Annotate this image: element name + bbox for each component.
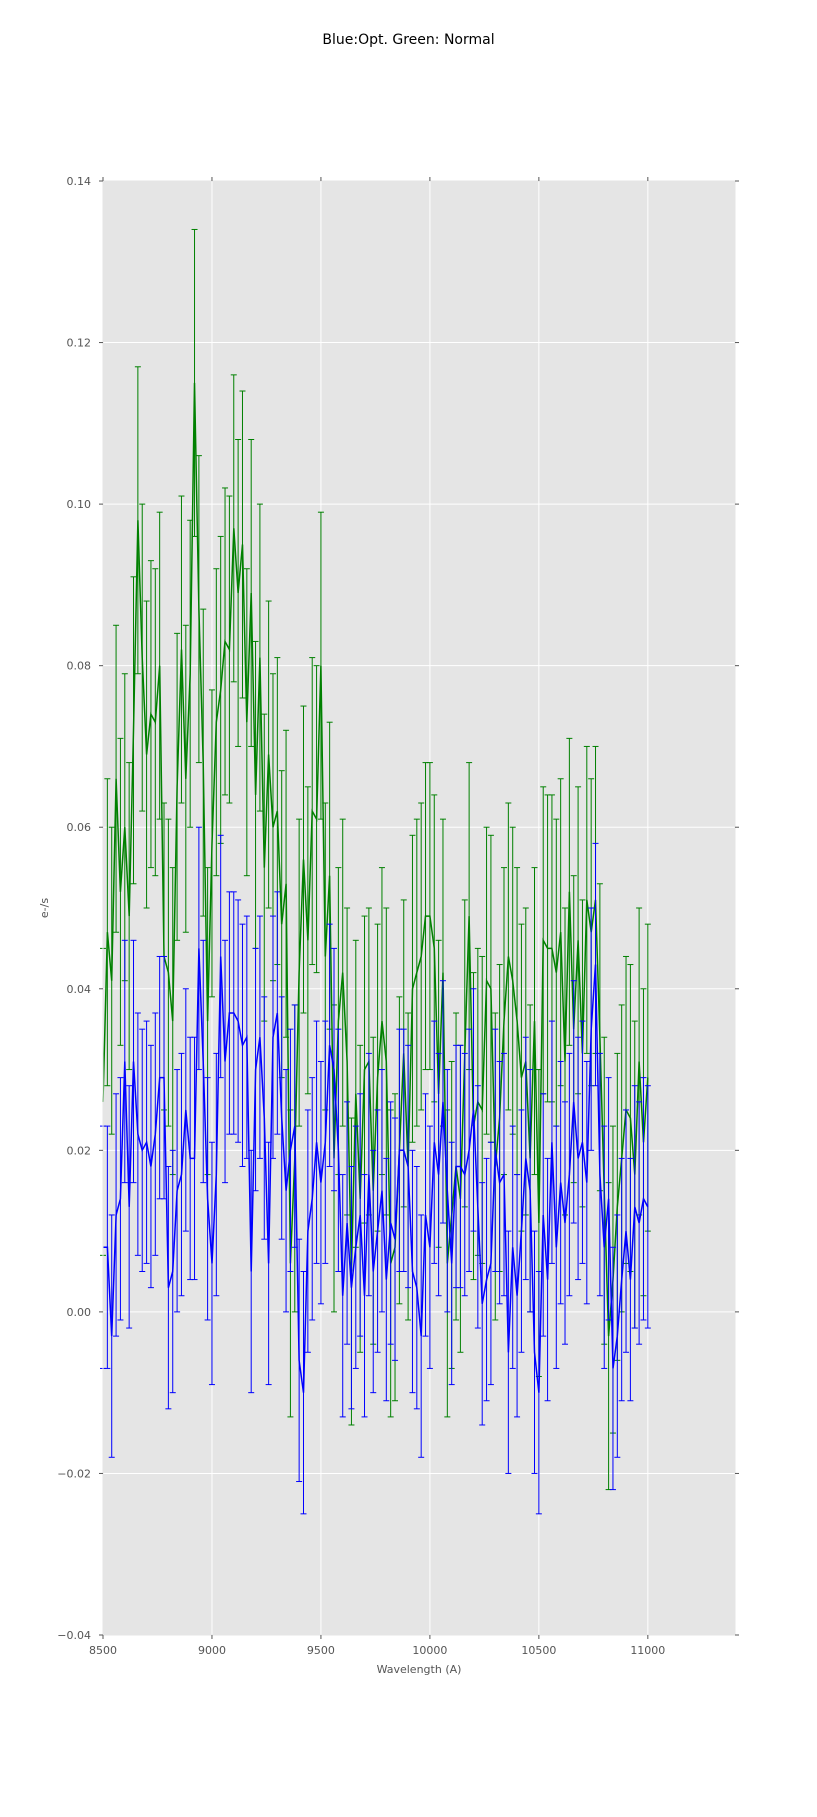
chart-title: Blue:Opt. Green: Normal bbox=[322, 32, 495, 48]
y-tick-label: 0.06 bbox=[67, 821, 92, 834]
y-tick-label: −0.04 bbox=[57, 1629, 91, 1642]
series-1 bbox=[100, 826, 651, 1515]
x-tick-label: 9000 bbox=[198, 1644, 226, 1657]
plot-area bbox=[103, 181, 735, 1635]
y-tick-label: 0.08 bbox=[67, 660, 92, 673]
y-tick-label: 0.10 bbox=[67, 498, 92, 511]
x-axis-label: Wavelength (A) bbox=[377, 1663, 462, 1676]
y-tick-label: 0.04 bbox=[67, 983, 92, 996]
x-tick-label: 11000 bbox=[630, 1644, 665, 1657]
y-tick-label: −0.02 bbox=[57, 1467, 91, 1480]
y-tick-label: 0.14 bbox=[67, 175, 92, 188]
y-axis-label: e-/s bbox=[38, 898, 51, 918]
y-tick-label: 0.12 bbox=[67, 337, 92, 350]
plot-frame bbox=[102, 180, 736, 1636]
x-tick-label: 9500 bbox=[307, 1644, 335, 1657]
series-layer bbox=[100, 228, 651, 1515]
x-tick-label: 10500 bbox=[521, 1644, 556, 1657]
series-line bbox=[102, 382, 649, 1337]
y-tick-label: 0.02 bbox=[67, 1144, 92, 1157]
axis-ticks: 8500 9000 9500 10000 10500 11000 −0.04 −0.02 0.0… bbox=[57, 175, 739, 1657]
x-tick-label: 8500 bbox=[89, 1644, 117, 1657]
series-line bbox=[103, 948, 649, 1393]
y-tick-label: 0.00 bbox=[67, 1306, 92, 1319]
x-tick-label: 10000 bbox=[412, 1644, 447, 1657]
